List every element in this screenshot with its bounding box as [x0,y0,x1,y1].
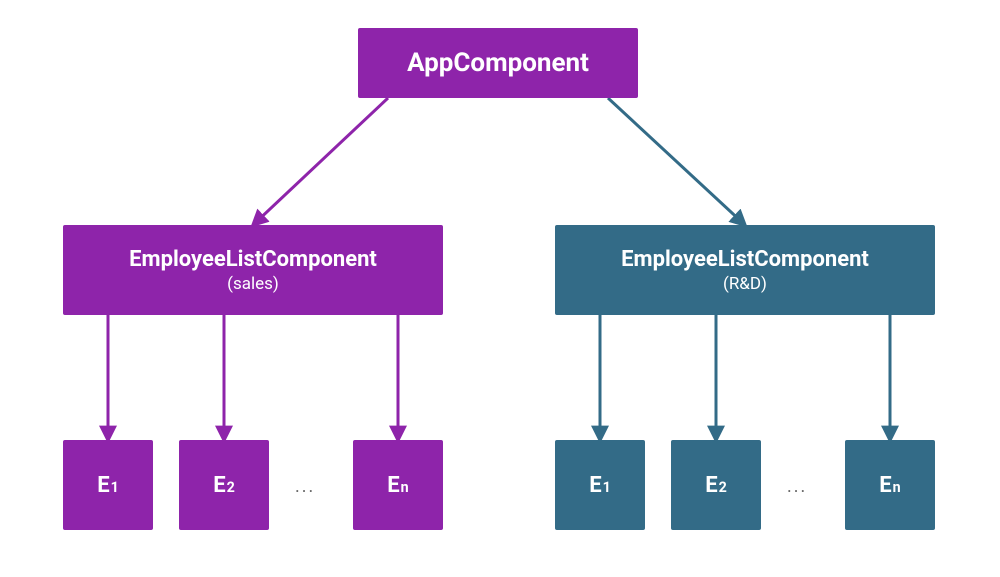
leaf-subscript: 2 [719,480,727,496]
leaf-prefix: E [387,473,399,498]
leaf-subscript: 2 [227,480,235,496]
ellipsis: ... [295,476,315,497]
leaf-prefix: E [97,473,109,498]
leaf-subscript: n [401,480,409,496]
leaf-left-2: En [353,440,443,530]
leaf-subscript: 1 [111,480,119,496]
leaf-left-1: E2 [179,440,269,530]
mid-right-node: EmployeeListComponent(R&D) [555,225,935,315]
edge [253,98,388,225]
leaf-label: E2 [213,473,235,498]
ellipsis: ... [787,476,807,497]
leaf-label: E2 [705,473,727,498]
mid-right-subtitle: (R&D) [723,274,767,294]
mid-right-title: EmployeeListComponent [621,247,869,272]
diagram-canvas: AppComponentEmployeeListComponent(sales)… [0,0,1000,577]
leaf-prefix: E [589,473,601,498]
mid-left-subtitle: (sales) [227,274,279,294]
mid-left-title: EmployeeListComponent [129,247,377,272]
leaf-right-1: E2 [671,440,761,530]
leaf-label: En [387,473,408,498]
mid-left-node: EmployeeListComponent(sales) [63,225,443,315]
leaf-right-0: E1 [555,440,645,530]
leaf-label: E1 [97,473,119,498]
leaf-subscript: 1 [603,480,611,496]
leaf-prefix: E [213,473,225,498]
edge [608,98,745,225]
leaf-prefix: E [879,473,891,498]
leaf-right-2: En [845,440,935,530]
leaf-prefix: E [705,473,717,498]
leaf-label: En [879,473,900,498]
leaf-label: E1 [589,473,611,498]
root-node: AppComponent [358,28,638,98]
leaf-left-0: E1 [63,440,153,530]
leaf-subscript: n [893,480,901,496]
root-label: AppComponent [407,48,589,78]
